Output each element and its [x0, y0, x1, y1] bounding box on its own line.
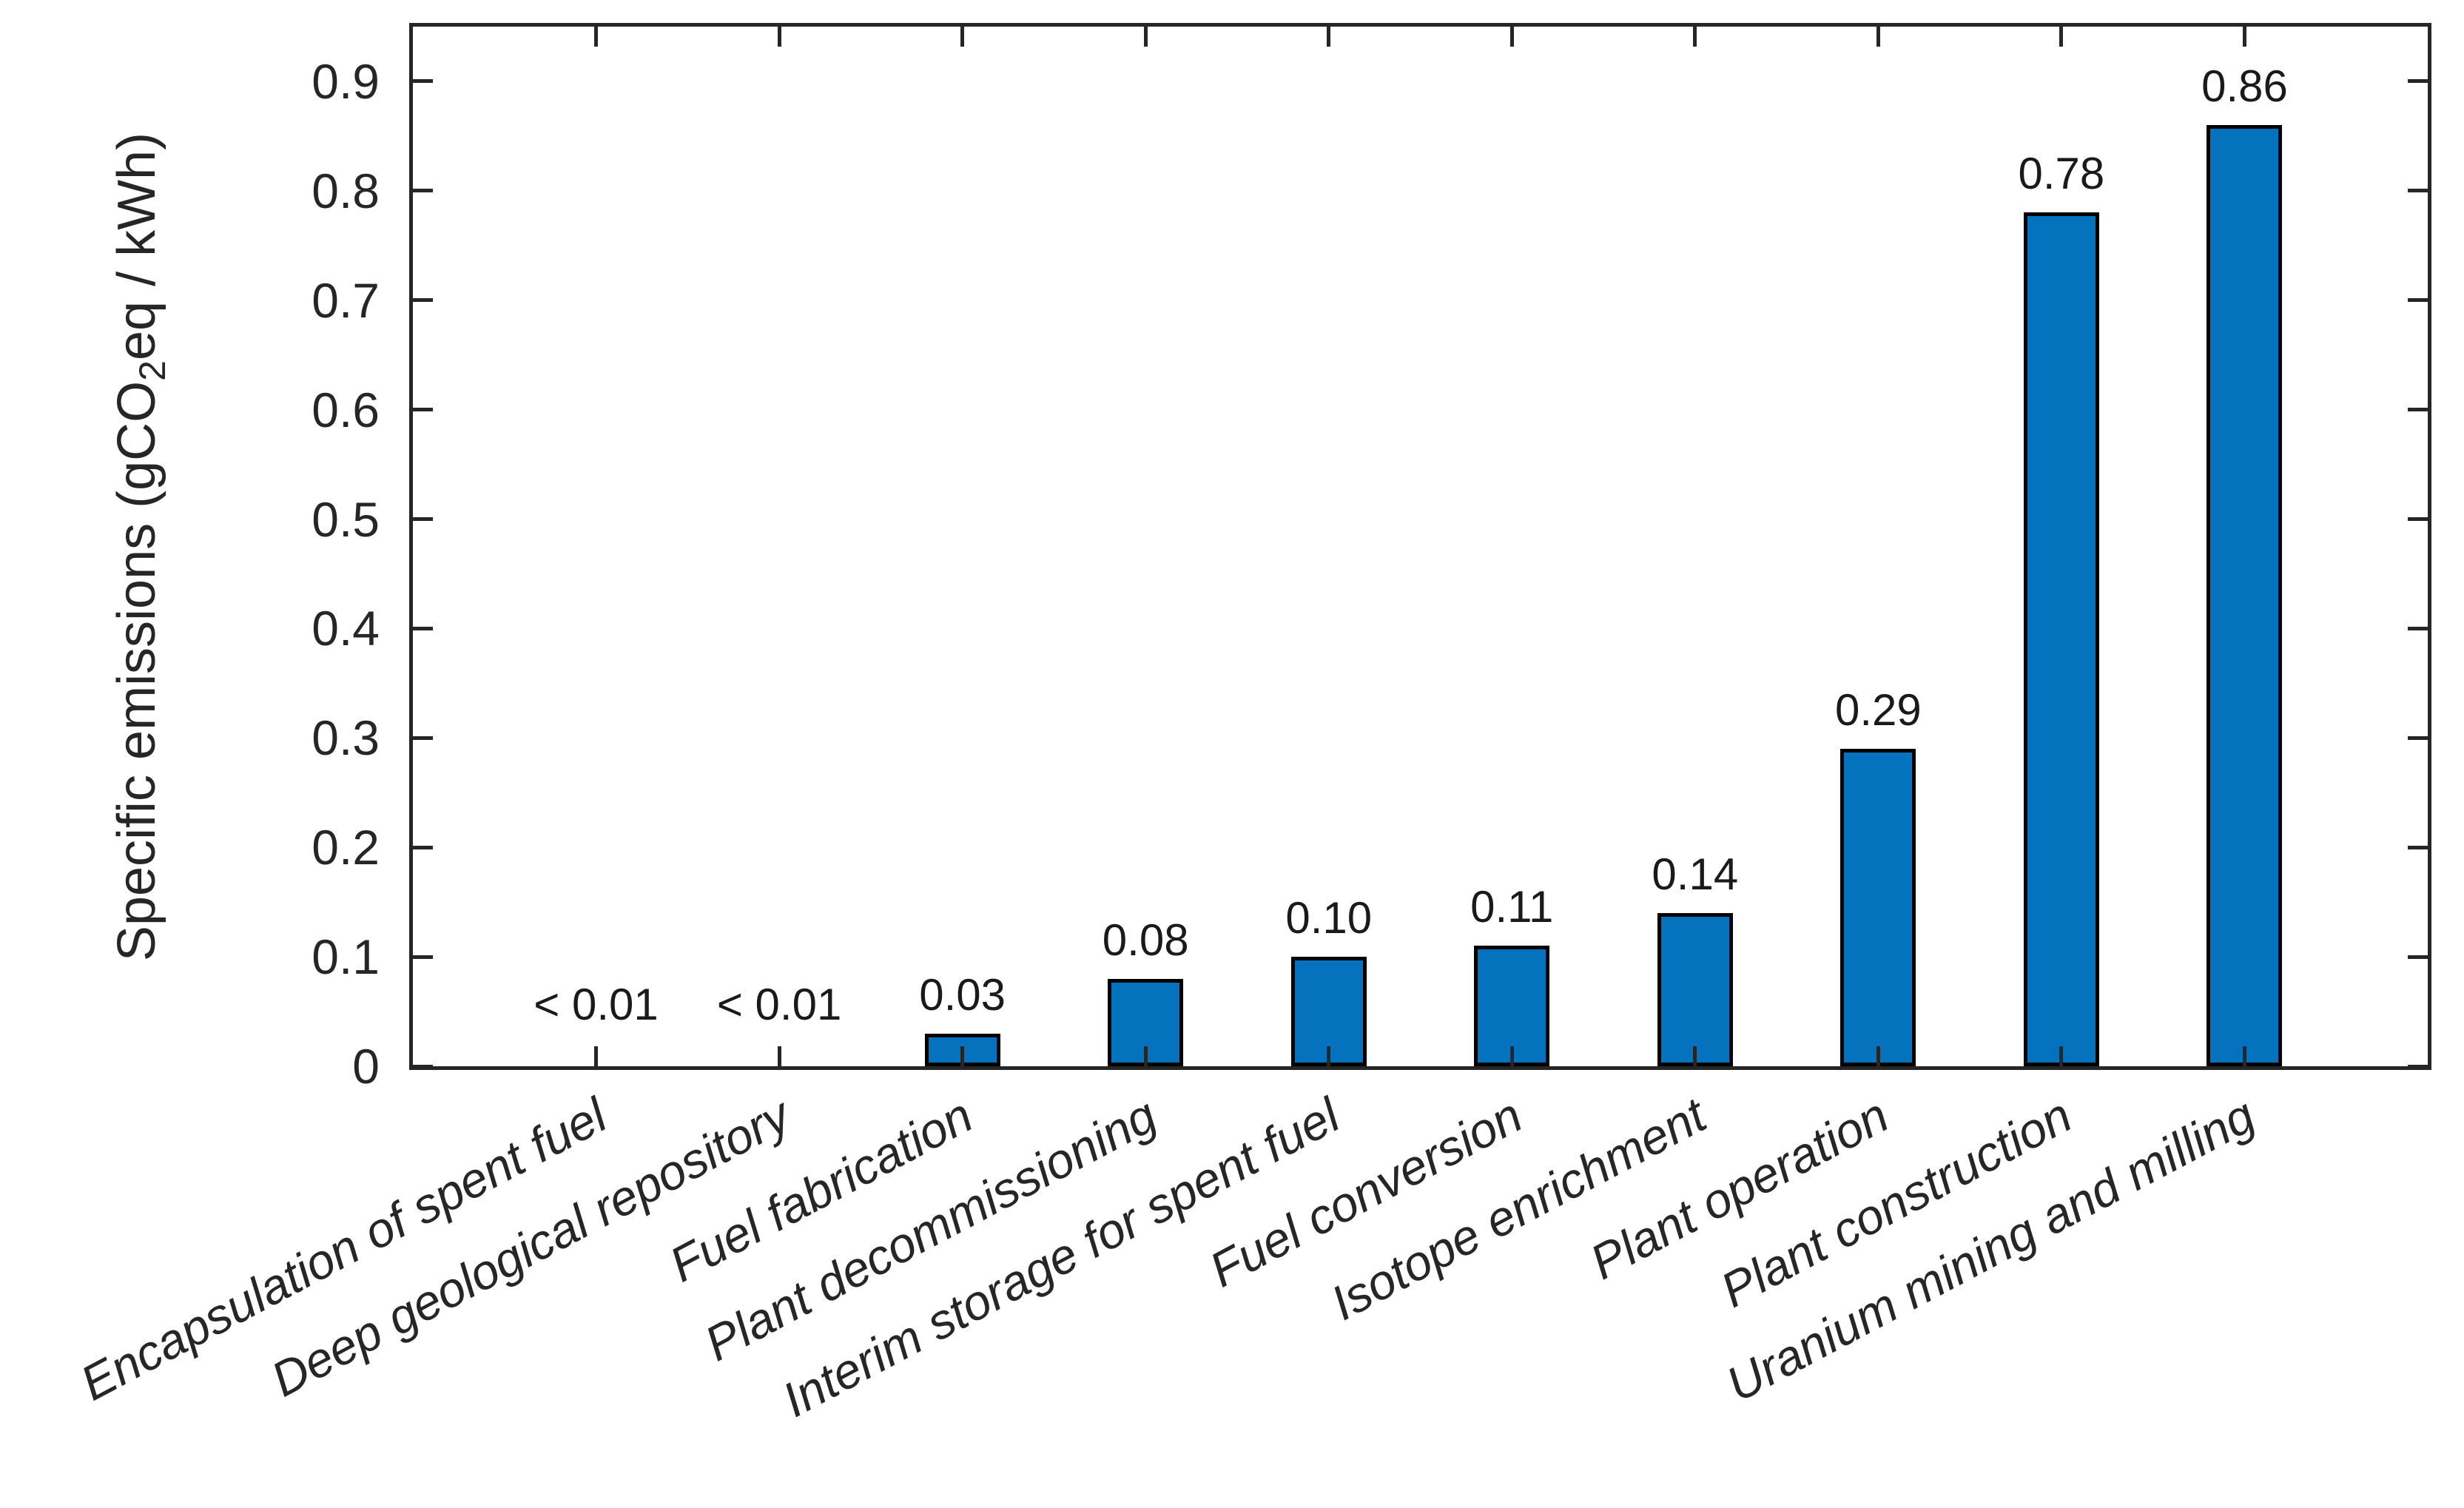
- y-axis-label: Specific emissions (gCO2eq / kWh): [100, 0, 174, 1435]
- bar-value-label: 0.78: [2018, 149, 2105, 199]
- y-tick-label: 0.9: [312, 53, 380, 109]
- y-axis-tick-left: [413, 626, 433, 630]
- bar-value-label: 0.86: [2201, 61, 2288, 112]
- y-tick-label: 0: [352, 1039, 380, 1094]
- x-axis-tick-top: [2242, 27, 2246, 47]
- y-axis-tick-left: [413, 1064, 433, 1068]
- y-axis-tick-right: [2408, 626, 2428, 630]
- x-axis-tick-bottom: [1509, 1046, 1514, 1066]
- bar-value-label: < 0.01: [533, 980, 659, 1029]
- bar-value-label: 0.14: [1652, 849, 1739, 899]
- y-axis-tick-right: [2408, 79, 2428, 84]
- bar-value-label: 0.29: [1834, 685, 1922, 736]
- y-axis-label-pre: Specific emissions (gCO: [107, 380, 166, 962]
- y-axis-tick-right: [2408, 1064, 2428, 1068]
- y-axis-label-post: eq / kWh): [107, 132, 166, 361]
- y-axis-tick-right: [2408, 845, 2428, 849]
- x-axis-tick-bottom: [1143, 1046, 1148, 1066]
- x-axis-tick-top: [1693, 27, 1697, 47]
- plot-area: < 0.01 < 0.01 0.03 0.08 0.10 0.11 0.14 0.29 0.78…: [409, 23, 2431, 1070]
- y-tick-label: 0.3: [312, 710, 380, 766]
- x-axis-tick-bottom: [1876, 1046, 1880, 1066]
- y-axis-tick-right: [2408, 408, 2428, 412]
- y-axis-tick-left: [413, 955, 433, 959]
- y-axis-tick-left: [413, 408, 433, 412]
- y-axis-label-subscript: 2: [132, 360, 173, 381]
- y-tick-label: 0.6: [312, 382, 380, 437]
- x-axis-tick-bottom: [960, 1046, 965, 1066]
- y-tick-label: 0.8: [312, 163, 380, 218]
- bar: [2207, 125, 2283, 1066]
- x-axis-tick-top: [1327, 27, 1331, 47]
- x-axis-tick-bottom: [1693, 1046, 1697, 1066]
- y-axis-tick-left: [413, 845, 433, 849]
- bar-value-label: < 0.01: [716, 980, 842, 1029]
- y-axis-tick-right: [2408, 736, 2428, 740]
- y-axis-tick-left: [413, 298, 433, 303]
- x-axis-tick-top: [1509, 27, 1514, 47]
- x-axis-tick-top: [1143, 27, 1148, 47]
- y-axis-tick-right: [2408, 189, 2428, 193]
- bar-value-label: 0.03: [919, 969, 1006, 1020]
- y-tick-label: 0.1: [312, 929, 380, 985]
- bar-value-label: 0.11: [1470, 882, 1554, 932]
- y-axis-tick-left: [413, 517, 433, 522]
- x-axis-tick-top: [2059, 27, 2064, 47]
- y-axis-tick-left: [413, 189, 433, 193]
- y-axis-tick-right: [2408, 298, 2428, 303]
- x-axis-tick-bottom: [2059, 1046, 2064, 1066]
- y-axis-tick-right: [2408, 955, 2428, 959]
- x-axis-tick-top: [1876, 27, 1880, 47]
- y-axis-tick-left: [413, 79, 433, 84]
- x-axis-tick-bottom: [594, 1046, 599, 1066]
- y-axis-tick-right: [2408, 517, 2428, 522]
- x-axis-tick-bottom: [1327, 1046, 1331, 1066]
- y-tick-label: 0.4: [312, 601, 380, 656]
- y-tick-label: 0.7: [312, 272, 380, 328]
- bar: [1840, 749, 1916, 1066]
- x-axis-tick-top: [777, 27, 781, 47]
- x-axis-tick-top: [594, 27, 599, 47]
- x-axis-tick-bottom: [777, 1046, 781, 1066]
- x-axis-tick-bottom: [2242, 1046, 2246, 1066]
- y-tick-label: 0.5: [312, 491, 380, 547]
- bar: [2023, 212, 2099, 1066]
- y-axis-tick-left: [413, 736, 433, 740]
- bar-value-label: 0.08: [1102, 915, 1189, 965]
- y-tick-label: 0.2: [312, 820, 380, 875]
- bar: [1657, 912, 1733, 1066]
- x-axis-tick-top: [960, 27, 965, 47]
- bar-value-label: 0.10: [1285, 893, 1373, 943]
